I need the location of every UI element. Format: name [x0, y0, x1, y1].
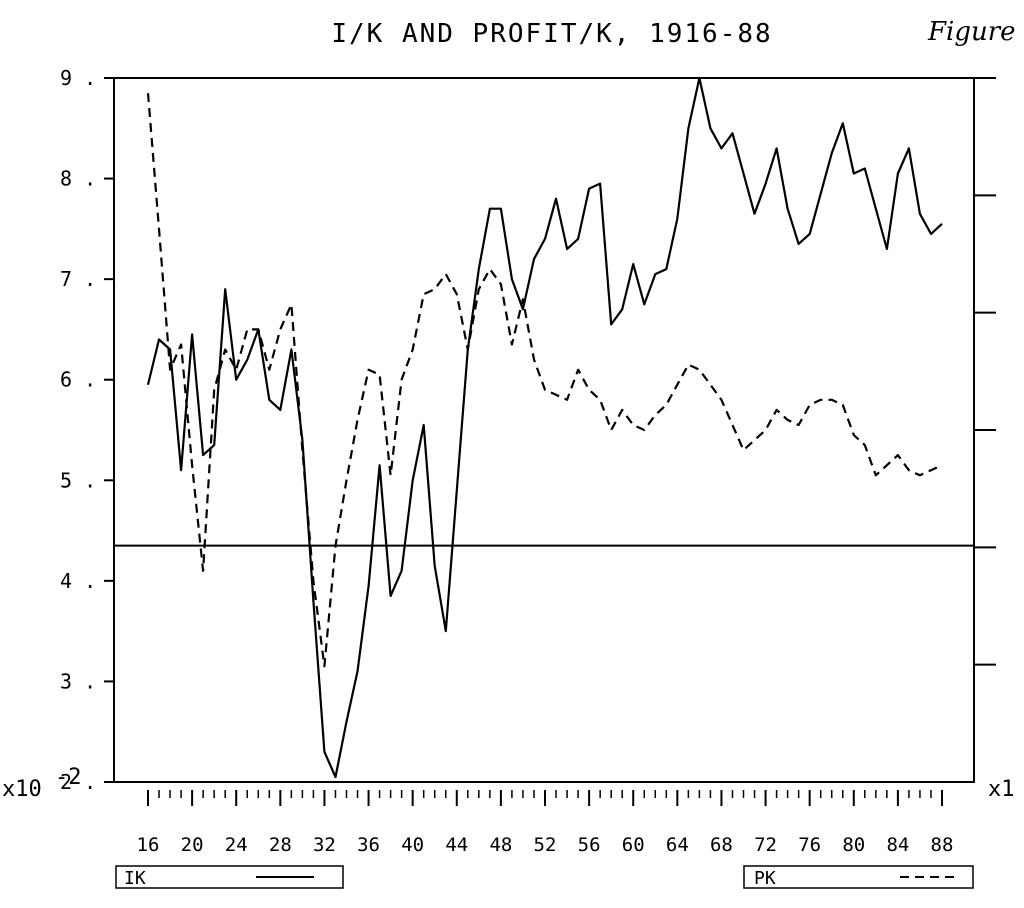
- x-tick-label: 36: [357, 834, 380, 856]
- x-tick-label: 20: [181, 834, 204, 856]
- x-axis: 16 20 24 28 32 36 40 44 48 52 56 60 64 68 72 76 80 84 88: [114, 781, 974, 856]
- x-tick-label: 32: [313, 834, 336, 856]
- x-tick-label: 24: [225, 834, 248, 856]
- x-tick-label: 44: [445, 834, 468, 856]
- y-tick-label: 9 .: [60, 66, 96, 90]
- y-multiplier-exponent: -2: [55, 765, 82, 790]
- legend-ik-box: [115, 865, 344, 889]
- y-multiplier-base: x10: [2, 777, 42, 802]
- x-tick-label: 28: [269, 834, 292, 856]
- y-tick-label: 4 .: [60, 569, 96, 593]
- legend-pk-box: [743, 865, 974, 889]
- x-tick-label: 80: [842, 834, 865, 856]
- y-tick-label: 7 .: [60, 267, 96, 291]
- x-tick-label: 60: [622, 834, 645, 856]
- y-axis-left: 9 . 8 . 7 . 6 . 5 . 4 . 3 . 2 .: [60, 66, 114, 794]
- x-tick-label: 64: [666, 834, 689, 856]
- handwritten-annotation: Figure: [927, 17, 1016, 47]
- x-tick-label: 40: [401, 834, 424, 856]
- y-multiplier-right: x1: [988, 777, 1015, 802]
- y-axis-right: [974, 77, 996, 666]
- y-tick-label: 3 .: [60, 669, 96, 693]
- x-tick-label: 76: [798, 834, 821, 856]
- legend-pk-label: PK: [754, 868, 776, 889]
- series-line-ik: [146, 76, 943, 779]
- legend-pk: PK: [743, 865, 974, 889]
- y-tick-label: 6 .: [60, 368, 96, 392]
- x-tick-label: 48: [489, 834, 512, 856]
- y-tick-label: 5 .: [60, 468, 96, 492]
- y-multiplier-left: x10 -2: [2, 765, 82, 802]
- legend-ik: IK: [115, 865, 344, 889]
- y-tick-label: 2 .: [60, 770, 96, 794]
- x-tick-label: 84: [886, 834, 909, 856]
- x-tick-label: 68: [710, 834, 733, 856]
- x-tick-label: 72: [754, 834, 777, 856]
- x-tick-label: 56: [578, 834, 601, 856]
- y-tick-label: 8 .: [60, 167, 96, 191]
- x-tick-label: 52: [534, 834, 557, 856]
- plot-frame: [113, 77, 975, 783]
- series-layer: [146, 76, 943, 779]
- series-line-pk: [146, 93, 943, 668]
- x-tick-label: 16: [137, 834, 160, 856]
- legend-ik-label: IK: [124, 868, 146, 889]
- x-tick-label: 88: [931, 834, 954, 856]
- chart-title: I/K AND PROFIT/K, 1916-88: [331, 19, 772, 49]
